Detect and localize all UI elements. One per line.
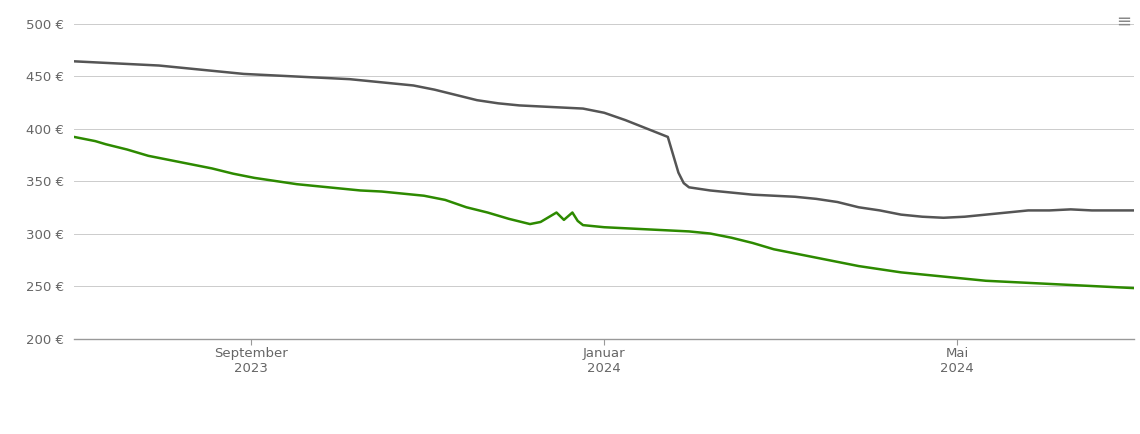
Text: ≡: ≡ (1116, 13, 1131, 31)
